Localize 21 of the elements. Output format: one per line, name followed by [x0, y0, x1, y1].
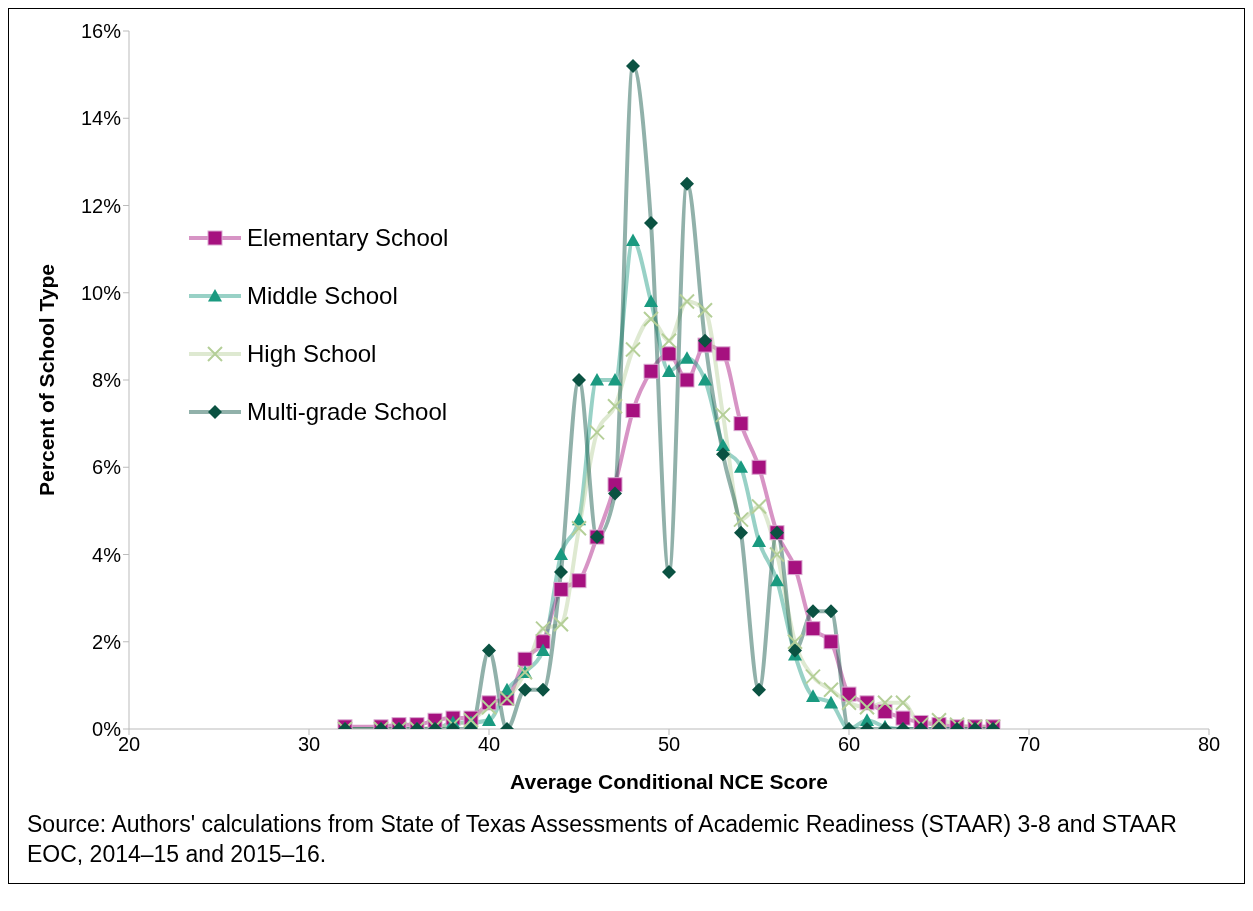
x-tick-label: 40 — [477, 733, 501, 756]
y-tick-label: 14% — [80, 107, 122, 130]
y-tick-label: 16% — [80, 20, 122, 43]
x-tick-label: 60 — [837, 733, 861, 756]
legend-label: Middle School — [247, 281, 398, 311]
legend-label: Multi-grade School — [247, 397, 448, 427]
source-note: Source: Authors' calculations from State of Texas Assessments of Academic Readiness (STAAR) 3-8 and STAAR EOC, 2014–15 and 2015–16. — [26, 810, 1178, 869]
y-tick-label: 2% — [92, 630, 122, 653]
y-axis-title: Percent of School Type — [35, 264, 59, 496]
x-tick-label: 30 — [297, 733, 321, 756]
legend-label: High School — [247, 339, 377, 369]
legend-label: Elementary School — [247, 223, 449, 253]
x-tick-label: 70 — [1017, 733, 1041, 756]
y-tick-label: 4% — [92, 543, 122, 566]
x-tick-label: 50 — [657, 733, 681, 756]
y-tick-label: 12% — [80, 194, 122, 217]
y-tick-label: 10% — [80, 281, 122, 304]
y-tick-label: 8% — [92, 369, 122, 392]
x-axis-title: Average Conditional NCE Score — [510, 770, 828, 793]
x-tick-label: 80 — [1197, 733, 1221, 756]
y-tick-label: 6% — [92, 456, 122, 479]
